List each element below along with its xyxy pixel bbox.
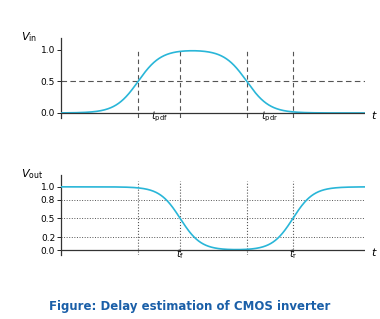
Text: $V_{\rm out}$: $V_{\rm out}$	[21, 167, 44, 181]
Text: Figure: Delay estimation of CMOS inverter: Figure: Delay estimation of CMOS inverte…	[49, 300, 331, 313]
Text: $t_{\rm f}$: $t_{\rm f}$	[176, 247, 184, 261]
Text: $t$: $t$	[371, 246, 378, 258]
Text: $t_{\rm pdf}$: $t_{\rm pdf}$	[151, 109, 168, 124]
Text: $t_{\rm r}$: $t_{\rm r}$	[288, 247, 297, 261]
Text: $V_{\rm in}$: $V_{\rm in}$	[21, 30, 37, 44]
Text: $t$: $t$	[371, 109, 378, 121]
Text: $t_{\rm pdr}$: $t_{\rm pdr}$	[261, 109, 279, 124]
